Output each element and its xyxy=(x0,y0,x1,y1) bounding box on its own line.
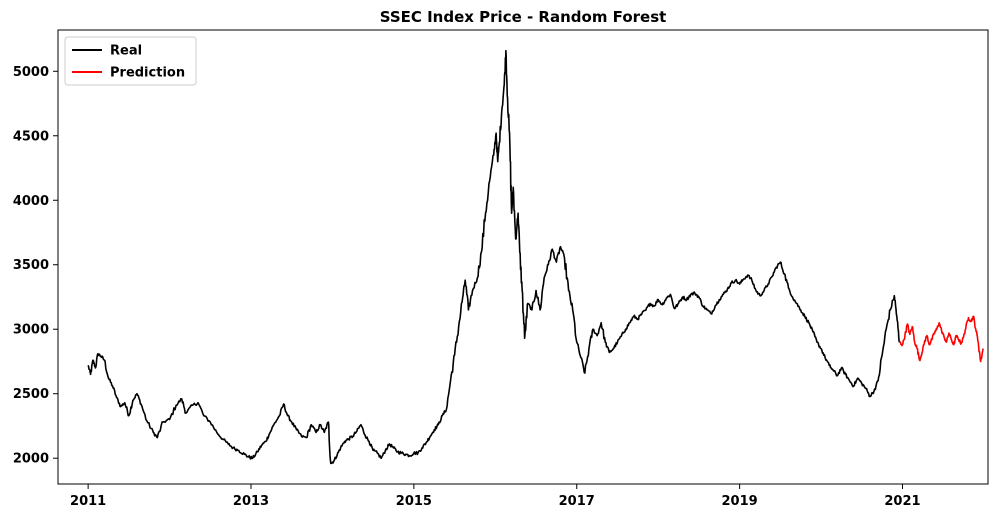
x-tick-label: 2015 xyxy=(396,494,432,509)
x-tick-label: 2011 xyxy=(70,494,106,509)
legend: Real Prediction xyxy=(64,36,197,86)
y-tick-label: 4500 xyxy=(13,129,49,144)
series-line-prediction xyxy=(898,315,984,363)
x-tick-label: 2021 xyxy=(884,494,920,509)
y-tick-label: 3000 xyxy=(13,323,49,338)
y-tick-label: 3500 xyxy=(13,258,49,273)
axes-frame xyxy=(57,29,989,485)
y-tick-label: 5000 xyxy=(13,65,49,80)
x-axis: 2011 2013 2015 2017 2019 2021 xyxy=(70,484,921,509)
legend-real-label: Real xyxy=(110,44,142,59)
y-axis: 2000 2500 3000 3500 4000 4500 5000 xyxy=(13,65,58,467)
x-tick-label: 2019 xyxy=(722,494,758,509)
y-tick-label: 4000 xyxy=(13,194,49,209)
series-line-real xyxy=(87,49,901,465)
y-tick-label: 2500 xyxy=(13,387,49,402)
x-tick-label: 2013 xyxy=(233,494,269,509)
y-tick-label: 2000 xyxy=(13,452,49,467)
chart-title: SSEC Index Price - Random Forest xyxy=(380,8,667,26)
legend-prediction-label: Prediction xyxy=(110,66,185,81)
series-layer xyxy=(87,49,984,465)
x-tick-label: 2017 xyxy=(559,494,595,509)
